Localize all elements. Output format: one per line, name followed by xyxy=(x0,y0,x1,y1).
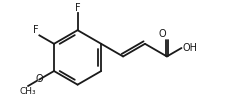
Text: F: F xyxy=(33,25,38,35)
Text: O: O xyxy=(36,74,43,84)
Text: CH₃: CH₃ xyxy=(20,87,37,96)
Text: F: F xyxy=(75,3,80,13)
Text: OH: OH xyxy=(182,43,197,53)
Text: O: O xyxy=(159,29,166,39)
